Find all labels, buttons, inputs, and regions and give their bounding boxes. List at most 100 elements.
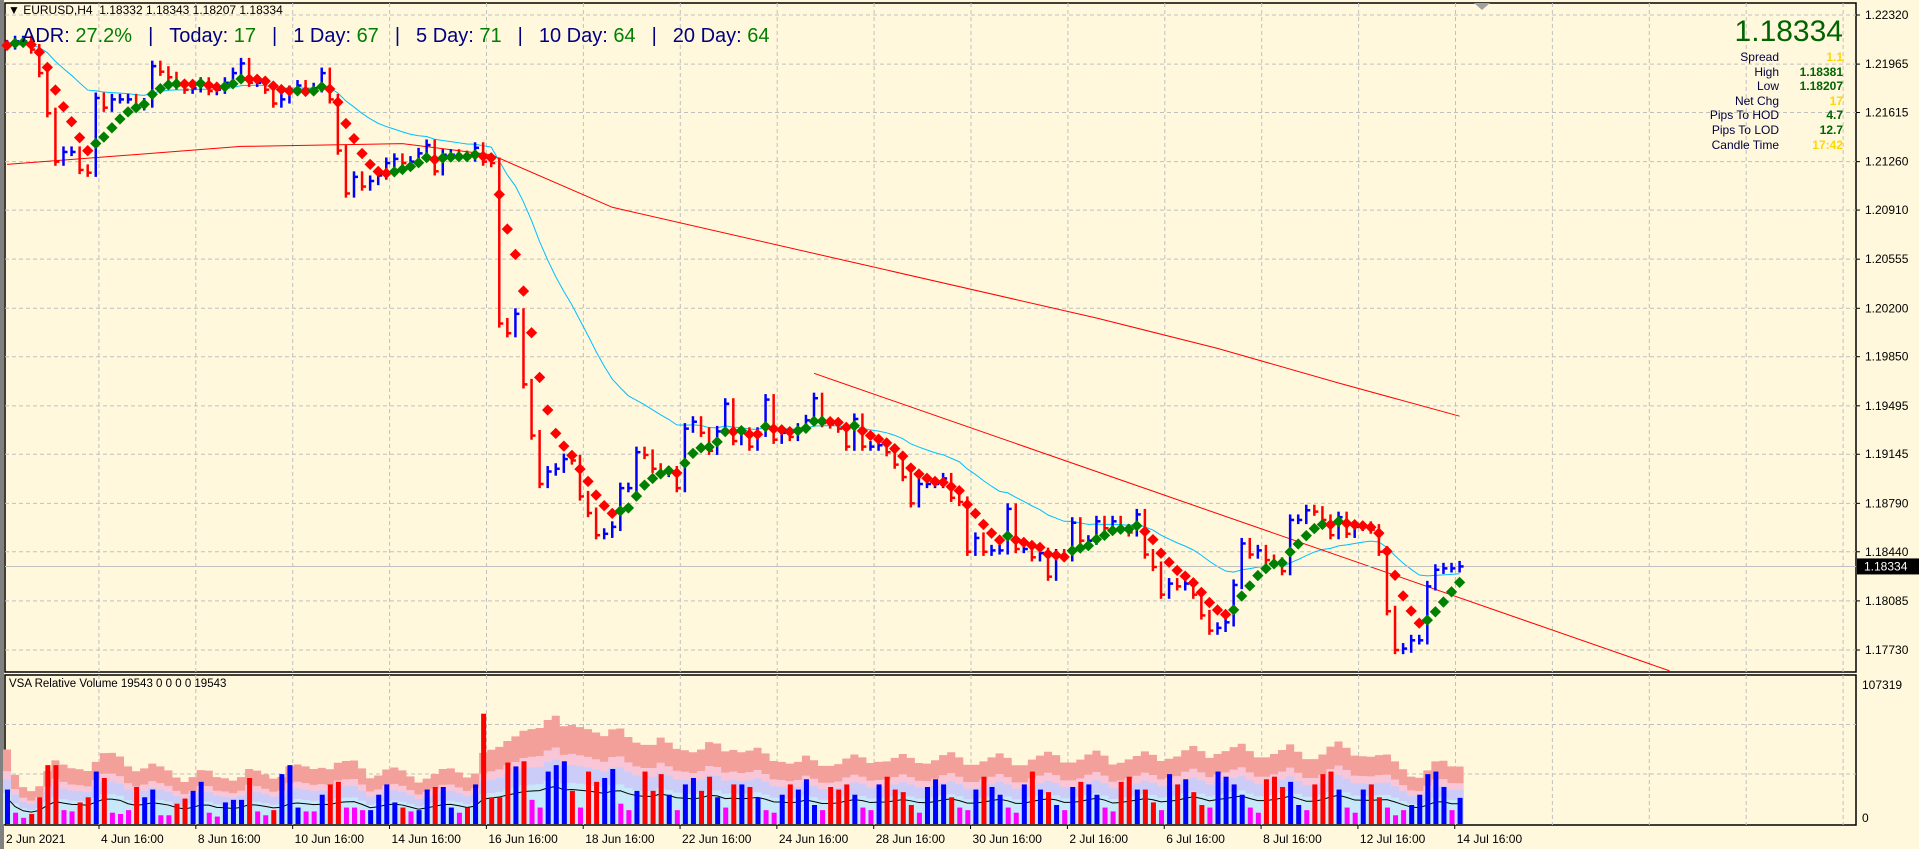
trend-diamond [832,416,844,429]
volume-bar [1336,789,1342,824]
volume-bar [586,771,592,824]
info-label: Net Chg [1734,93,1779,108]
time-axis-label: 16 Jun 16:00 [488,832,558,846]
price-bar [167,66,173,82]
price-bar [974,532,980,556]
volume-bar [513,766,519,824]
price-bar [1103,515,1109,533]
trend-diamond [630,490,643,502]
trend-diamond [364,158,376,171]
info-row: Spread 1.1 [1710,50,1843,65]
volume-bar [1037,789,1043,824]
volume-bar [787,784,793,824]
price-bar [546,466,552,489]
adr-value: 67 [356,25,379,47]
volume-bar [440,786,446,824]
adr-label: ADR: [22,25,76,47]
volume-bar [335,781,341,824]
adr-value: 64 [613,25,636,47]
trend-diamond [784,425,796,438]
collapse-triangle-icon[interactable]: ▼ [8,3,24,17]
volume-bar [1263,779,1269,824]
volume-bar [1086,784,1092,824]
volume-bar [602,777,608,824]
price-bar [651,449,657,473]
trend-diamond [9,37,21,49]
volume-bar [134,786,140,824]
volume-bar [174,803,180,824]
trend-diamond [1429,606,1442,618]
trend-diamond [1147,533,1159,546]
adr-indicator-bar: ADR: 27.2% | Today: 17 | 1 Day: 67 | 5 Day: 71… [22,25,770,48]
volume-bar [1247,807,1253,824]
trend-diamond [429,153,441,166]
volume-bar [117,813,123,824]
volume-bar [126,810,132,824]
separator: | [651,25,657,47]
price-bar [1006,503,1012,555]
price-bar [344,145,350,198]
price-axis-label: 1.20555 [1865,252,1909,266]
trend-diamond [719,425,731,438]
volume-bar [448,807,454,824]
price-bar [643,446,649,460]
trend-diamond [1074,542,1086,554]
volume-bar [876,784,882,824]
main-pane-border [4,2,1857,673]
volume-bar [989,786,995,824]
trend-diamond [929,475,941,488]
volume-bar [1078,781,1084,824]
adr-label: 1 Day: [293,25,357,47]
volume-bar [279,774,285,824]
volume-bar [1320,774,1326,824]
trend-diamond [82,145,94,157]
volume-axis-min: 0 [1862,811,1869,825]
volume-bar [432,786,438,824]
price-bar [1079,517,1085,545]
separator: | [272,25,278,47]
volume-bar [594,781,600,824]
time-axis-label: 10 Jun 16:00 [295,832,365,846]
volume-bar [109,812,115,824]
volume-bar [828,786,834,824]
volume-bar [545,771,551,824]
trend-diamond [17,36,29,49]
separator: | [394,25,401,47]
current-price-tag [1857,558,1919,575]
volume-bar [416,810,422,824]
trend-diamonds [1,36,1466,629]
volume-bar [1360,789,1366,824]
time-axis-label: 14 Jun 16:00 [392,832,462,846]
price-bar [627,482,633,493]
info-row: Pips To LOD 12.7 [1710,123,1843,138]
price-bar [538,430,544,489]
volume-bar [521,761,527,824]
time-axis-label: 12 Jul 16:00 [1360,832,1426,846]
trend-diamond [469,149,481,161]
price-bar [126,93,133,104]
price-bar [853,413,859,451]
trend-diamond [90,137,102,150]
trend-diamond [889,443,901,455]
trend-diamond [961,498,973,511]
volume-bar [45,765,51,824]
volume-bar [626,810,632,824]
volume-bar [222,802,228,824]
volume-bar [271,810,277,824]
price-bar [635,446,641,493]
info-value: 1.18381 [1799,64,1843,79]
trend-diamond [1316,518,1329,531]
trend-diamond [517,285,530,297]
trend-diamond [977,518,990,531]
trend-diamond [1002,530,1014,542]
volume-bars [5,713,1463,824]
info-value: 1.18207 [1799,79,1843,94]
trend-diamond [711,436,723,448]
trend-diamond [1203,596,1216,609]
trend-diamond [969,507,982,520]
trend-diamond [485,152,497,164]
volume-bar [311,811,317,824]
trend-diamond [945,481,957,493]
volume-bar [1062,810,1068,824]
